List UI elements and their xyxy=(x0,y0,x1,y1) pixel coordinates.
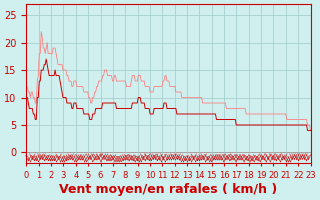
X-axis label: Vent moyen/en rafales ( km/h ): Vent moyen/en rafales ( km/h ) xyxy=(59,183,277,196)
